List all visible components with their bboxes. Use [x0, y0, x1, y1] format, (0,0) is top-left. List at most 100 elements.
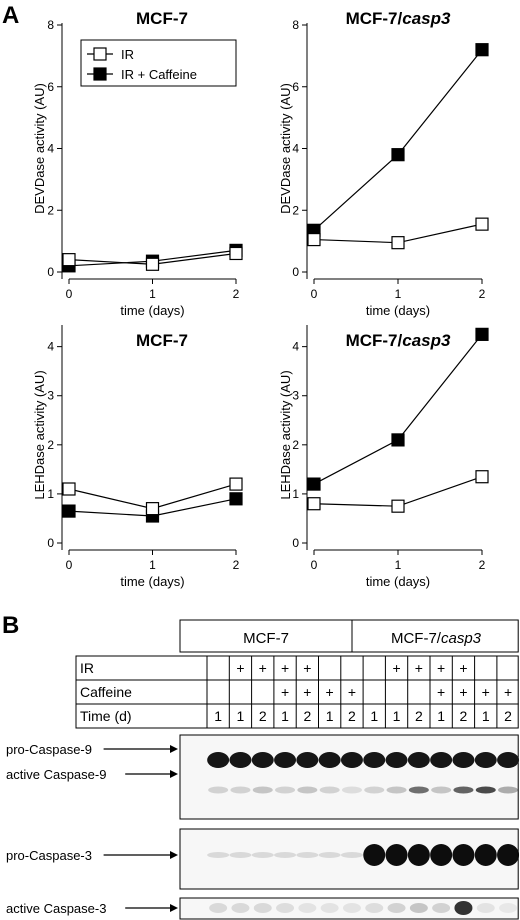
- row-cell: +: [392, 660, 400, 676]
- band-active-caspase9: [297, 786, 318, 794]
- data-point: [475, 327, 489, 341]
- band-labels: pro-Caspase-9 active Caspase-9 pro-Caspase…: [6, 742, 178, 916]
- row-cell: +: [437, 660, 445, 676]
- chart-title-italic: casp3: [402, 331, 451, 350]
- band-active-caspase3: [298, 903, 317, 913]
- group-label-italic: casp3: [441, 630, 482, 647]
- band-active-caspase9: [275, 786, 296, 794]
- data-point: [475, 470, 489, 484]
- band-pro-caspase3: [229, 852, 252, 858]
- legend-marker: [93, 47, 107, 61]
- band-pro-caspase3: [407, 844, 430, 866]
- x-tick-label: 1: [149, 558, 156, 572]
- label-active-caspase9: active Caspase-9: [6, 767, 106, 782]
- band-pro-caspase9: [474, 752, 497, 768]
- band-active-caspase9: [230, 786, 251, 794]
- band-active-caspase3: [342, 903, 361, 913]
- band-active-caspase3: [387, 903, 406, 913]
- x-axis-label: time (days): [120, 574, 184, 589]
- legend-label: IR: [121, 47, 134, 62]
- data-point: [145, 257, 160, 271]
- row-cell: 1: [214, 708, 222, 724]
- y-tick-label: 2: [292, 203, 299, 217]
- chart-title-main: MCF-7: [136, 331, 188, 350]
- x-tick-label: 1: [395, 558, 402, 572]
- chart-0: 0 2 4 6 8 0 1 2 time (days) DEVDase activity (AU)…: [32, 9, 243, 318]
- band-pro-caspase3: [207, 852, 230, 858]
- blot-table: MCF-7 MCF-7/casp3 IR + + + + + + + + Caffeine + + + + + +…: [75, 619, 519, 729]
- legend-label: IR + Caffeine: [121, 67, 197, 82]
- chart-3: 0 1 2 3 4 0 1 2 time (days) LEHDase activity (AU)…: [278, 325, 489, 589]
- row-cell: +: [437, 684, 445, 700]
- band-active-caspase3: [454, 901, 473, 915]
- x-tick-label: 2: [479, 558, 486, 572]
- band-active-caspase9: [386, 786, 407, 794]
- x-tick-label: 0: [311, 558, 318, 572]
- chart-title: MCF-7: [136, 9, 188, 28]
- band-active-caspase3: [432, 903, 451, 913]
- row-cell: +: [415, 660, 423, 676]
- data-point: [391, 499, 405, 513]
- band-active-caspase3: [231, 903, 250, 913]
- row-cell: 2: [415, 708, 423, 724]
- y-axis-label: LEHDase activity (AU): [32, 370, 47, 499]
- row-cell: +: [504, 684, 512, 700]
- group-label-main: MCF-7/: [391, 630, 442, 647]
- band-pro-caspase9: [318, 752, 341, 768]
- row-cell: +: [281, 660, 289, 676]
- row-cell: +: [482, 684, 490, 700]
- blot-caspase9: [179, 734, 519, 820]
- data-point: [307, 497, 321, 511]
- band-active-caspase9: [319, 786, 340, 794]
- row-cell: 1: [281, 708, 289, 724]
- x-tick-label: 2: [479, 287, 486, 301]
- data-point: [475, 43, 489, 57]
- row-box: [75, 703, 519, 729]
- data-point: [145, 502, 160, 516]
- y-tick-label: 0: [292, 265, 299, 279]
- group-label-main: MCF-7: [243, 630, 289, 647]
- chart-title-italic: casp3: [402, 9, 451, 28]
- row-cell: +: [459, 684, 467, 700]
- chart-title-main: MCF-7/: [346, 331, 403, 350]
- row-cell: 1: [326, 708, 334, 724]
- row-cell: 1: [482, 708, 490, 724]
- y-tick-label: 0: [292, 536, 299, 550]
- x-axis-label: time (days): [366, 303, 430, 318]
- chart-title-main: MCF-7: [136, 9, 188, 28]
- data-point: [475, 217, 489, 231]
- x-axis-label: time (days): [366, 574, 430, 589]
- data-point: [391, 148, 405, 162]
- panel-a-label: A: [2, 2, 20, 29]
- label-active-caspase3: active Caspase-3: [6, 901, 106, 916]
- band-pro-caspase9: [296, 752, 319, 768]
- data-point: [62, 482, 76, 496]
- band-pro-caspase9: [229, 752, 252, 768]
- band-active-caspase3: [320, 903, 339, 913]
- x-axis-label: time (days): [120, 303, 184, 318]
- data-point: [229, 477, 243, 491]
- x-tick-label: 0: [66, 558, 73, 572]
- chart-title: MCF-7: [136, 331, 188, 350]
- y-tick-label: 6: [292, 80, 299, 94]
- band-active-caspase3: [209, 903, 228, 913]
- arrow-head: [170, 770, 178, 778]
- data-point: [307, 477, 321, 491]
- band-active-caspase9: [252, 786, 273, 794]
- row-cell: 2: [504, 708, 512, 724]
- y-tick-label: 4: [47, 142, 54, 156]
- row-cell: +: [326, 684, 334, 700]
- row-cell: +: [459, 660, 467, 676]
- x-tick-label: 1: [149, 287, 156, 301]
- band-pro-caspase9: [385, 752, 408, 768]
- band-pro-caspase3: [318, 852, 341, 858]
- data-point: [307, 232, 321, 247]
- row-cell: 1: [370, 708, 378, 724]
- y-tick-label: 2: [47, 203, 54, 217]
- y-tick-label: 0: [47, 536, 54, 550]
- y-axis-label: DEVDase activity (AU): [278, 83, 293, 214]
- data-point: [391, 236, 405, 250]
- band-pro-caspase9: [251, 752, 274, 768]
- x-tick-label: 1: [395, 287, 402, 301]
- arrow-head: [170, 904, 178, 912]
